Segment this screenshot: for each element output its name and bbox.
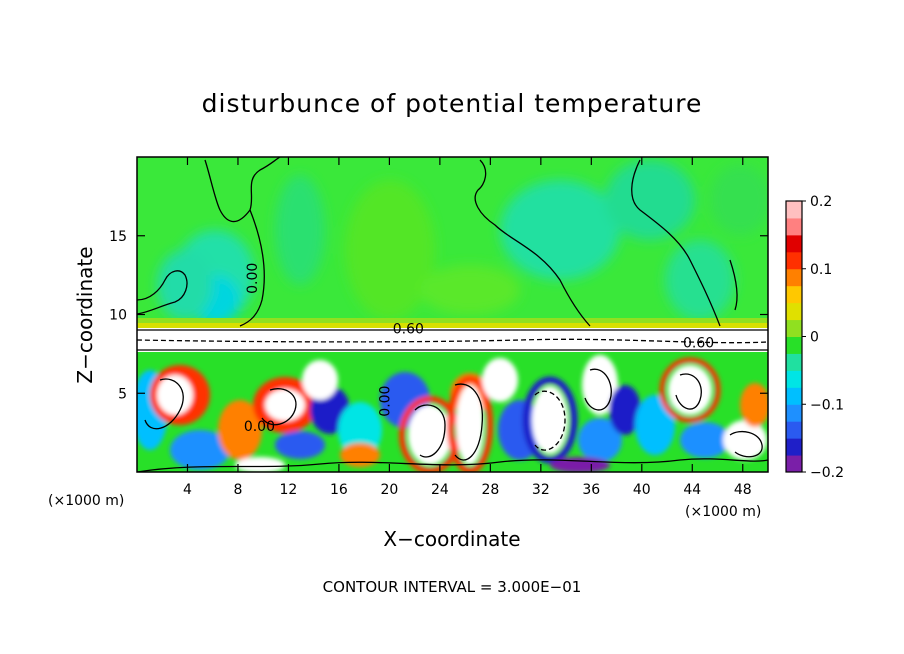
y-axis-label: Z−coordinate xyxy=(73,246,97,383)
colorbar-ticks: 0.2 0.1 0 −0.1 −0.2 xyxy=(802,194,844,481)
contour-label: 0.00 xyxy=(245,263,261,294)
contour-lines xyxy=(137,157,768,472)
chart-title: disturbunce of potential temperature xyxy=(202,89,703,118)
colorbar-swatch xyxy=(786,285,802,304)
x-axis-ticks: 4 8 12 16 20 24 28 32 36 40 44 48 xyxy=(183,157,752,498)
x-tick-label: 12 xyxy=(280,482,298,498)
x-unit-label-left: (×1000 m) xyxy=(48,493,124,509)
x-unit-label-right: (×1000 m) xyxy=(685,504,761,520)
x-tick-label: 32 xyxy=(532,482,550,498)
x-tick-label: 40 xyxy=(633,482,651,498)
x-axis-label: X−coordinate xyxy=(383,527,520,551)
x-tick-label: 36 xyxy=(582,482,600,498)
colorbar-tick-label: −0.2 xyxy=(810,465,844,481)
upper-field-patches xyxy=(157,160,768,325)
contour-label: 0.00 xyxy=(377,386,393,417)
colorbar-swatch xyxy=(786,268,802,287)
colorbar-swatch xyxy=(786,217,802,236)
x-tick-label: 4 xyxy=(183,482,192,498)
contour-labels: 0.00 0.60 0.60 0.00 0.00 xyxy=(244,263,714,435)
colorbar-swatch xyxy=(786,455,802,473)
colorbar-tick-label: 0 xyxy=(810,330,819,346)
contour-label: 0.00 xyxy=(244,419,275,435)
colorbar-swatch xyxy=(786,201,802,219)
colorbar-swatch xyxy=(786,319,802,337)
y-tick-label: 15 xyxy=(109,229,127,245)
x-tick-label: 16 xyxy=(330,482,348,498)
x-tick-label: 44 xyxy=(683,482,701,498)
colorbar-swatch xyxy=(786,370,802,388)
colorbar-swatch xyxy=(786,404,802,422)
y-tick-label: 5 xyxy=(118,386,127,402)
y-tick-label: 10 xyxy=(109,308,127,324)
colorbar-swatch xyxy=(786,353,802,371)
x-tick-label: 48 xyxy=(734,482,752,498)
colorbar-tick-label: −0.1 xyxy=(810,397,844,413)
colorbar xyxy=(786,201,802,473)
colorbar-swatch xyxy=(786,336,802,354)
x-tick-label: 28 xyxy=(481,482,499,498)
colorbar-swatch xyxy=(786,302,802,321)
x-tick-label: 20 xyxy=(380,482,398,498)
colorbar-swatch xyxy=(786,234,802,253)
colorbar-tick-label: 0.2 xyxy=(810,194,832,210)
colorbar-swatch xyxy=(786,421,802,439)
colorbar-tick-label: 0.1 xyxy=(810,262,832,278)
contour-label: 0.60 xyxy=(683,336,714,352)
colorbar-swatch xyxy=(786,251,802,270)
contour-interval-text: CONTOUR INTERVAL = 3.000E−01 xyxy=(323,578,582,596)
x-tick-label: 8 xyxy=(233,482,242,498)
x-tick-label: 24 xyxy=(431,482,449,498)
y-axis-ticks: 5 10 15 xyxy=(109,229,768,402)
lower-field-patches xyxy=(137,355,768,472)
colorbar-swatch xyxy=(786,387,802,405)
plot-area xyxy=(137,157,768,472)
interface-band xyxy=(137,328,768,352)
colorbar-swatch xyxy=(786,438,802,456)
contour-label: 0.60 xyxy=(393,321,424,337)
